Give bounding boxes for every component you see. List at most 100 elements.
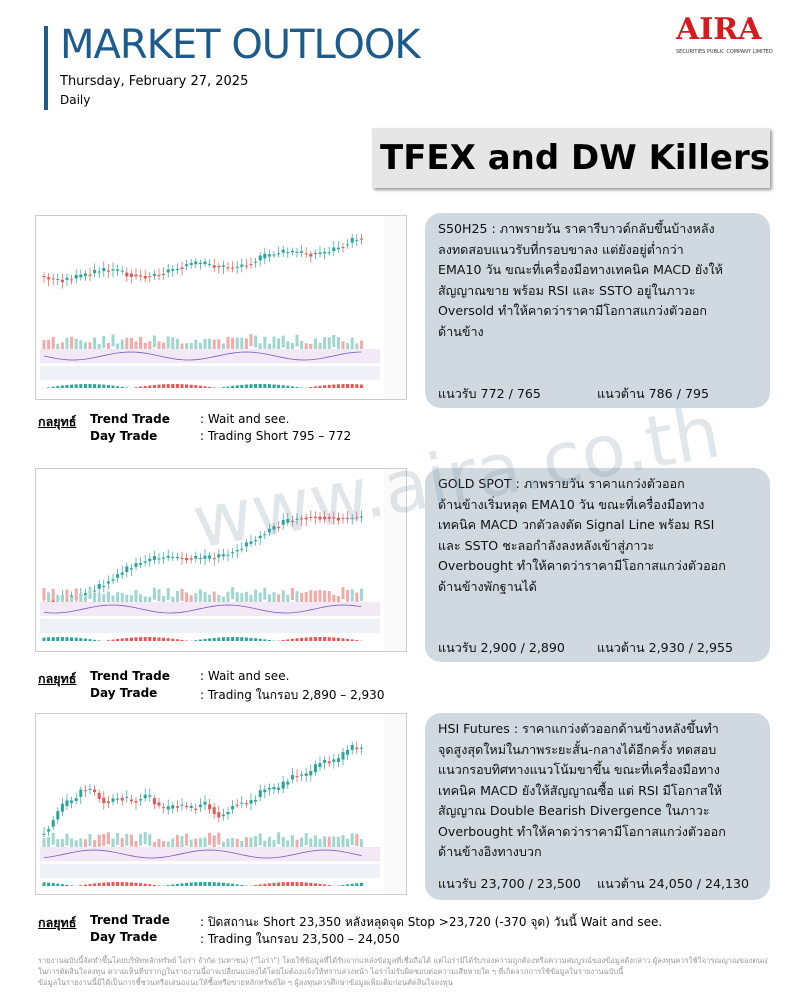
candle-body (143, 561, 147, 563)
volume-bar (134, 840, 138, 853)
volume-bar (263, 336, 267, 349)
macd-bar (180, 639, 184, 641)
macd-bar (341, 638, 345, 641)
macd-bar (47, 882, 51, 886)
candle-body (180, 557, 184, 559)
candle-body (254, 261, 258, 263)
candle-body (323, 252, 327, 254)
macd-bar (106, 882, 110, 886)
candle-body (277, 787, 281, 790)
macd-bar (203, 386, 207, 388)
volume-bar (235, 337, 239, 350)
volume-bar (83, 839, 87, 852)
volume-bar (355, 592, 359, 605)
macd-bar (350, 883, 354, 886)
macd-bar (309, 637, 313, 641)
candle-body (185, 558, 189, 561)
macd-bar (346, 884, 350, 886)
candle-body (290, 775, 294, 780)
candle-body (277, 253, 281, 255)
macd-bar (290, 882, 294, 886)
analysis-box (425, 468, 770, 662)
macd-bar (240, 637, 244, 641)
macd-bar (111, 639, 115, 641)
candle-body (286, 518, 290, 523)
macd-bar (235, 385, 239, 388)
volume-bar (56, 595, 60, 608)
candle-body (309, 517, 313, 519)
macd-bar (323, 385, 327, 388)
price-axis (384, 714, 406, 894)
volume-bar (290, 342, 294, 355)
volume-bar (249, 837, 253, 850)
volume-bar (350, 833, 354, 846)
candle-body (258, 790, 262, 797)
analysis-line: ด้านข้างเริ่มหลุด EMA10 วัน ขณะที่เครื่อ… (438, 496, 705, 512)
candle-body (111, 579, 115, 581)
macd-bar (88, 883, 92, 886)
candle-body (106, 801, 110, 803)
volume-bar (83, 594, 87, 607)
candle-body (106, 270, 110, 272)
volume-bar (295, 334, 299, 347)
header-bar (44, 26, 48, 110)
volume-bar (120, 838, 124, 851)
macd-bar (134, 387, 138, 388)
trend-label: Trend Trade (90, 669, 170, 683)
volume-bar (336, 337, 340, 350)
macd-bar (231, 385, 235, 388)
volume-bar (134, 341, 138, 354)
candle-body (74, 798, 78, 801)
macd-bar (226, 883, 230, 886)
day-value: : Trading ในกรอบ 23,500 – 24,050 (200, 932, 400, 946)
volume-bar (249, 594, 253, 607)
candle-body (60, 803, 64, 812)
macd-bar (106, 385, 110, 388)
candle-body (198, 558, 202, 560)
candle-body (231, 552, 235, 554)
candle-body (157, 802, 161, 806)
volume-bar (143, 832, 147, 845)
volume-bar (323, 836, 327, 849)
macd-bar (318, 883, 322, 886)
macd-bar (295, 638, 299, 641)
volume-bar (203, 592, 207, 605)
volume-bar (212, 591, 216, 604)
macd-bar (97, 882, 101, 886)
candle-body (346, 244, 350, 246)
volume-bar (313, 590, 317, 603)
candle-body (166, 806, 170, 810)
volume-bar (180, 836, 184, 849)
logo: AIRA (676, 12, 762, 47)
macd-bar (263, 639, 267, 641)
volume-bar (203, 338, 207, 351)
candle-body (235, 266, 239, 268)
volume-bar (194, 838, 198, 851)
volume-bar (102, 593, 106, 606)
volume-bar (111, 595, 115, 608)
candle-body (355, 517, 359, 519)
volume-bar (175, 590, 179, 603)
candle-body (290, 520, 294, 522)
macd-bar (336, 637, 340, 641)
candle-body (281, 519, 285, 525)
candle-body (175, 269, 179, 271)
macd-bar (152, 384, 156, 388)
candle-body (189, 558, 193, 560)
volume-bar (93, 592, 97, 605)
candle-body (327, 761, 331, 764)
volume-bar (93, 840, 97, 853)
candle-body (175, 806, 179, 808)
volume-bar (65, 833, 69, 846)
candle-body (313, 516, 317, 518)
volume-bar (198, 838, 202, 851)
volume-bar (203, 837, 207, 850)
volume-bar (226, 591, 230, 604)
macd-bar (65, 385, 69, 388)
candle-body (106, 581, 110, 584)
candle-body (83, 593, 87, 596)
candle-body (143, 794, 147, 799)
volume-bar (106, 832, 110, 845)
volume-bar (166, 588, 170, 601)
